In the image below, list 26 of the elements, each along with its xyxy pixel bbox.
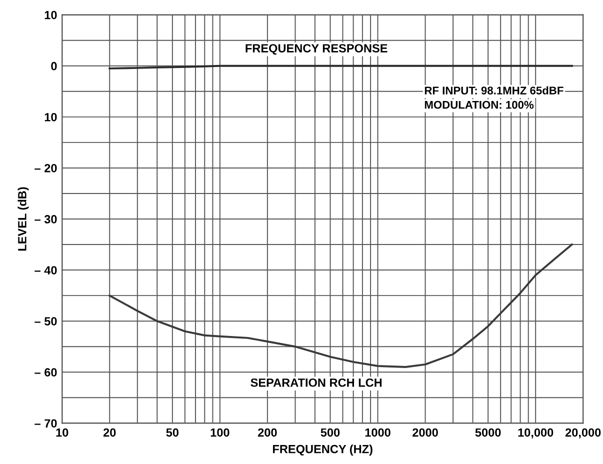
series-label: SEPARATION RCH LCH bbox=[250, 378, 382, 387]
x-tick-label: 2000 bbox=[412, 428, 438, 437]
x-tick-label: 1000 bbox=[365, 428, 390, 437]
x-axis-title: FREQUENCY (HZ) bbox=[273, 444, 372, 456]
y-tick-label: – 20 bbox=[34, 164, 57, 172]
y-tick-label: – 60 bbox=[34, 368, 57, 377]
x-tick-label: 500 bbox=[320, 428, 340, 437]
y-tick-label: – 50 bbox=[34, 317, 57, 326]
x-tick-label: 10,000 bbox=[518, 428, 554, 438]
series-label: FREQUENCY RESPONSE bbox=[246, 44, 388, 55]
y-tick-label: – 30 bbox=[34, 215, 57, 224]
y-tick-label: – 70 bbox=[34, 419, 57, 428]
annotation: RF INPUT: 98.1MHZ 65dBF bbox=[424, 86, 564, 94]
x-tick-label: 20 bbox=[103, 428, 116, 437]
x-tick-label: 200 bbox=[258, 428, 277, 437]
y-axis-title: LEVEL (dB) bbox=[18, 187, 29, 251]
y-tick-label: 10 bbox=[44, 10, 57, 20]
y-tick-label: 0 bbox=[51, 62, 57, 70]
x-tick-label: 5000 bbox=[475, 428, 501, 437]
y-tick-label: – 40 bbox=[34, 266, 57, 274]
y-tick-label: 10 bbox=[44, 112, 57, 122]
x-tick-label: 20,000 bbox=[565, 428, 601, 438]
x-tick-label: 50 bbox=[166, 428, 179, 437]
annotation: MODULATION: 100% bbox=[424, 100, 534, 109]
x-tick-label: 100 bbox=[210, 428, 230, 437]
x-tick-label: 10 bbox=[56, 428, 68, 437]
